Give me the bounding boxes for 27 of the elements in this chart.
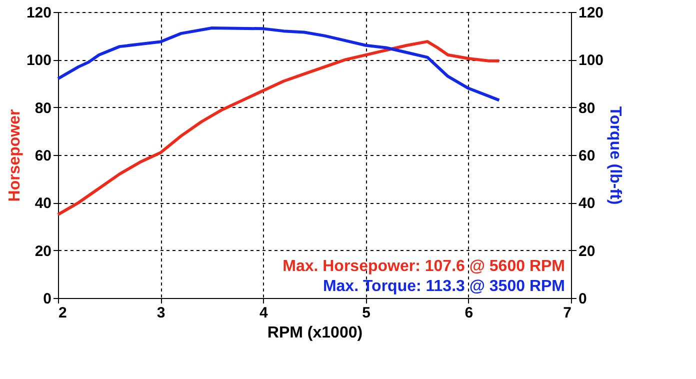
x-axis-title: RPM (x1000) <box>267 324 363 342</box>
y-tick-label: 0 <box>43 290 52 308</box>
y2-axis-title: Torque (lb-ft) <box>606 106 624 205</box>
x-tick-label: 7 <box>563 304 572 322</box>
y2-tick-label: 40 <box>578 195 596 212</box>
y2-tick-label: 100 <box>578 52 604 70</box>
y-tick-label: 100 <box>26 52 52 70</box>
y-axis-title: Horsepower <box>6 109 24 202</box>
annotation: Max. Horsepower: 107.6 @ 5600 RPM <box>282 258 565 275</box>
y2-tick-label: 0 <box>578 290 587 308</box>
line-series <box>56 26 501 102</box>
y2-tick-label: 80 <box>578 100 596 117</box>
y-tick-label: 60 <box>34 148 52 164</box>
x-tick-label: 6 <box>464 304 474 322</box>
x-tick-label: 3 <box>156 304 166 322</box>
x-tick-label: 5 <box>362 304 370 322</box>
y-tick-label: 80 <box>34 100 52 117</box>
y2-tick-label: 60 <box>578 148 596 164</box>
annotation: Max. Torque: 113.3 @ 3500 RPM <box>322 278 565 295</box>
y-tick-label: 20 <box>34 242 52 260</box>
y2-tick-label: 20 <box>578 242 596 260</box>
line-series <box>56 40 501 216</box>
y-tick-label: 40 <box>34 195 52 212</box>
y-tick-label: 120 <box>26 4 52 22</box>
x-tick-label: 2 <box>58 304 67 322</box>
y2-tick-label: 120 <box>578 4 604 22</box>
x-tick-label: 4 <box>260 304 269 322</box>
